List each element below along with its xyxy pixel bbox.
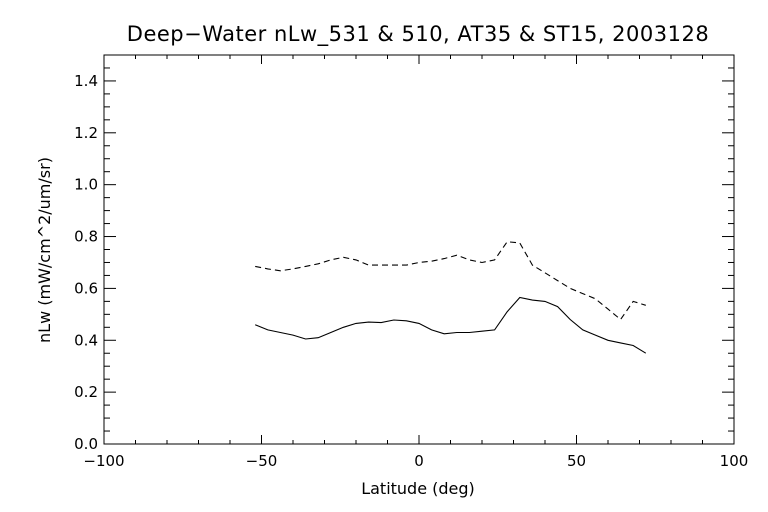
y-tick-label: 1.4: [74, 72, 98, 90]
x-axis-label: Latitude (deg): [361, 479, 475, 498]
y-tick-label: 0.2: [74, 383, 98, 401]
y-tick-label: 0.0: [74, 435, 98, 453]
y-tick-label: 1.2: [74, 124, 98, 142]
y-tick-label: 0.4: [74, 331, 98, 349]
x-axis-ticks: −100 −50 0 50 100: [83, 55, 748, 470]
x-tick-label: −50: [246, 452, 278, 470]
chart-title: Deep−Water nLw_531 & 510, AT35 & ST15, 2…: [127, 22, 709, 47]
y-axis-label: nLw (mW/cm^2/um/sr): [35, 157, 54, 343]
plot-frame: [103, 54, 735, 445]
y-axis-ticks: 0.0 0.2 0.4 0.6 0.8 1.0 1.2 1.4: [74, 54, 734, 453]
y-tick-label: 0.6: [74, 279, 98, 297]
y-tick-label: 0.8: [74, 228, 98, 246]
y-tick-label: 1.0: [74, 176, 98, 194]
series-group: [254, 241, 647, 354]
x-tick-label: 100: [720, 452, 749, 470]
x-tick-label: −100: [83, 452, 124, 470]
series-dashed-line: [255, 241, 646, 321]
series-solid-line: [254, 296, 647, 354]
x-tick-label: 0: [414, 452, 424, 470]
x-tick-label: 50: [567, 452, 586, 470]
